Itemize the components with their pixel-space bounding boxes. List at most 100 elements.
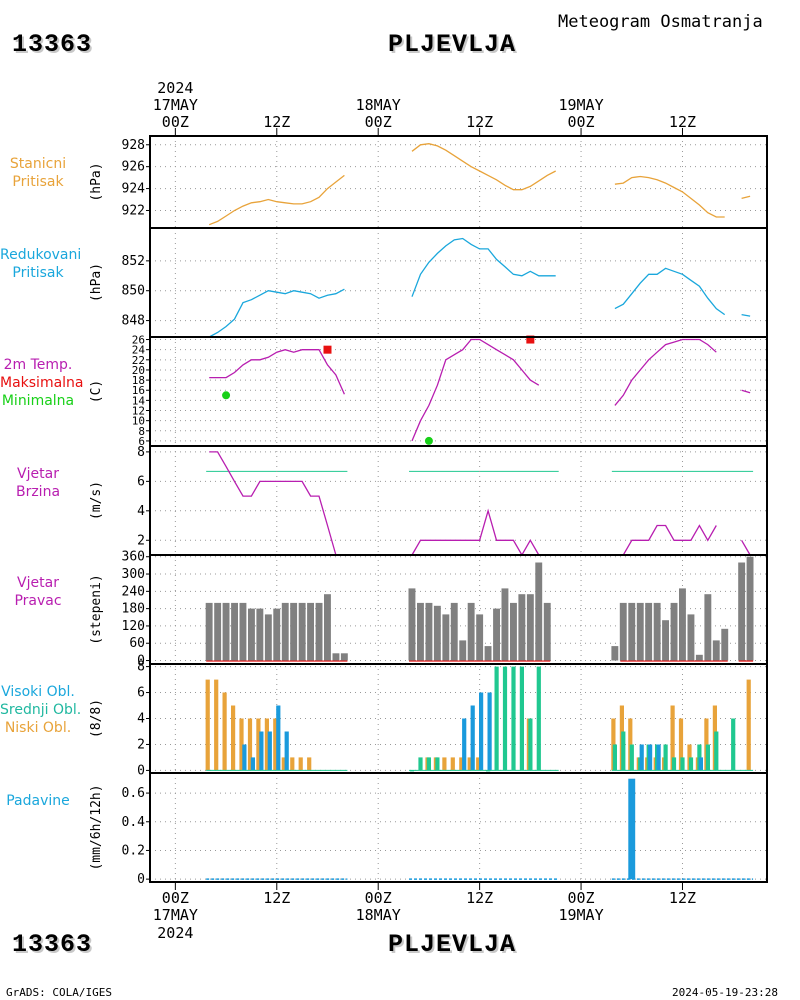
panel7-label: Padavine: [2, 792, 74, 810]
ytick-label: 6: [137, 474, 145, 489]
series-line: [741, 195, 751, 200]
data-bar: [205, 679, 210, 771]
data-bar: [663, 744, 668, 771]
panel5-label: Vjetar Pravac: [2, 574, 74, 610]
panel3-label-line3: Minimalna: [1, 393, 75, 409]
max-temp-marker: [526, 335, 535, 344]
data-bar: [670, 705, 675, 771]
ytick-label: 12: [132, 405, 145, 418]
ytick-label: 926: [122, 160, 145, 175]
data-bar: [479, 692, 484, 771]
ytick-label: 0: [137, 763, 145, 778]
data-bar: [459, 640, 467, 661]
data-bar: [526, 594, 534, 661]
time-label-bottom: 00Z: [162, 889, 189, 907]
ytick-label: 20: [132, 364, 145, 377]
data-bar: [273, 718, 278, 771]
time-label-bottom: 00Z: [568, 889, 595, 907]
panel-frame: [149, 135, 768, 229]
data-bar: [731, 718, 736, 771]
data-bar: [450, 602, 458, 661]
data-bar: [284, 731, 289, 771]
panel-4: 2 4 6 8 (m/s): [89, 445, 768, 557]
ytick-label: 18: [132, 374, 145, 387]
data-bar: [746, 679, 751, 771]
time-label-bottom: 00Z: [365, 889, 392, 907]
data-bar: [239, 602, 247, 661]
series-line: [614, 267, 726, 316]
data-bar: [205, 602, 213, 661]
panel1-label-line1: Stanicni: [9, 156, 67, 172]
data-bar: [307, 757, 312, 771]
data-bar: [712, 640, 720, 661]
ytick-label: 0: [137, 872, 145, 887]
panel-7: 0 0.2 0.4 0.6 (mm/6h/12h): [89, 772, 768, 887]
meteogram-title: Meteogram Osmatranja: [558, 12, 763, 32]
yaxis-unit-label: (hPa): [89, 263, 104, 302]
yaxis-unit-label: (m/s): [89, 481, 104, 520]
ytick-label: 8: [138, 425, 145, 438]
data-bar: [738, 562, 746, 661]
ytick-label: 2: [137, 737, 145, 752]
series-line: [209, 451, 345, 556]
data-bar: [290, 602, 298, 661]
data-bar: [315, 602, 323, 661]
data-bar: [639, 744, 644, 771]
panel-2: 848 850 852 (hPa): [89, 227, 768, 338]
ytick-label: 4: [137, 712, 145, 727]
ytick-label: 850: [122, 284, 145, 299]
yaxis-unit-label: (C): [89, 380, 104, 403]
data-bar: [247, 718, 253, 771]
panel4-label-line1: Vjetar: [17, 466, 59, 482]
time-label-bottom: 12Z: [669, 889, 696, 907]
series-line: [208, 174, 345, 226]
series-line: [411, 338, 540, 442]
data-bar: [222, 602, 230, 661]
time-axis: 00Z00Z17MAY17MAY12Z12Z00Z00Z18MAY18MAY12…: [153, 79, 696, 942]
panel4-label-line2: Brzina: [15, 484, 61, 500]
data-bar: [408, 588, 416, 661]
data-bar: [645, 602, 653, 661]
panel-6: 0 2 4 6 8 (8/8): [89, 660, 768, 778]
data-bar: [621, 731, 626, 771]
panel3-label: 2m Temp. Maksimalna Minimalna: [0, 356, 84, 410]
data-bar: [462, 718, 467, 771]
panel7-label-line1: Padavine: [6, 793, 70, 809]
time-label-top: 00Z: [365, 113, 392, 131]
data-bar: [214, 602, 222, 661]
data-bar: [281, 602, 289, 661]
ytick-label: 22: [132, 354, 145, 367]
data-bar: [629, 744, 634, 771]
panel5-label-line2: Pravac: [14, 593, 62, 609]
ytick-label: 2: [137, 533, 145, 548]
ytick-label: 300: [122, 567, 145, 582]
ytick-label: 360: [122, 550, 145, 565]
data-bar: [704, 594, 712, 661]
ytick-label: 848: [122, 314, 145, 329]
data-bar: [662, 620, 669, 661]
station-id-top: 13363: [12, 30, 93, 59]
time-label-top: 12Z: [669, 113, 696, 131]
data-bar: [433, 605, 441, 661]
data-bar: [510, 602, 517, 661]
panel3-label-line1: 2m Temp.: [3, 357, 73, 373]
data-bar: [264, 718, 269, 771]
data-bar: [619, 602, 627, 661]
data-bar: [239, 718, 244, 771]
data-bar: [264, 614, 272, 661]
panel2-label-line2: Pritisak: [12, 265, 64, 281]
data-bar: [511, 666, 516, 771]
data-bar: [214, 679, 219, 771]
yaxis-unit-label: (8/8): [89, 699, 104, 738]
data-bar: [259, 731, 264, 771]
data-bar: [519, 666, 524, 771]
ytick-label: 14: [132, 394, 146, 407]
data-bar: [450, 757, 455, 771]
ytick-label: 24: [132, 344, 146, 357]
data-bar: [418, 757, 423, 771]
data-bar: [324, 594, 331, 661]
min-temp-marker: [424, 436, 433, 445]
series-line: [614, 524, 717, 556]
data-bar: [680, 757, 685, 771]
data-bar: [705, 744, 710, 771]
